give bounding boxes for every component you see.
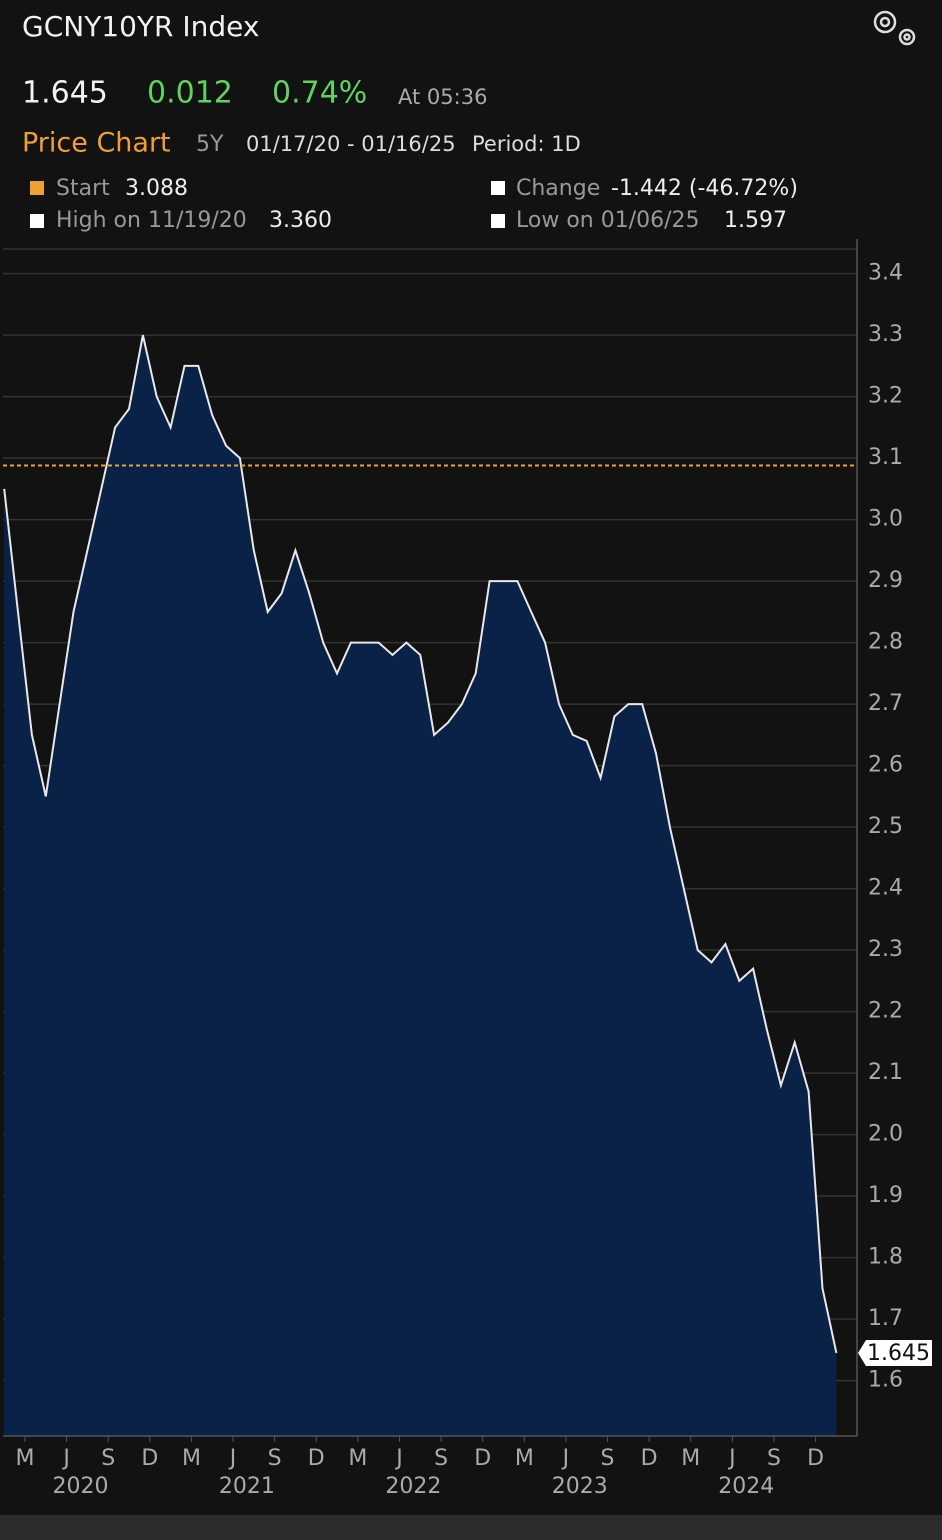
x-tick-label: J xyxy=(561,1446,570,1471)
line xyxy=(3,334,838,1354)
x-tick-label: M xyxy=(348,1446,367,1471)
plot: 1.6 1.7 1.8 1.9 2.0 2.1 2.2 2.3 2.4 2.5 2.6 2.7 2.8 2… xyxy=(3,239,932,1499)
chart-label: Price Chart xyxy=(22,128,171,159)
pct-change: 0.74% xyxy=(272,76,367,111)
x-tick-label: J xyxy=(61,1446,70,1471)
price-tag-label: 1.645 xyxy=(867,1341,930,1366)
y-tick-label: 1.8 xyxy=(868,1245,903,1270)
y-tick-label: 2.2 xyxy=(868,999,903,1024)
time: At 05:36 xyxy=(398,85,487,109)
x-tick-label: M xyxy=(16,1446,35,1471)
x-tick-label: D xyxy=(308,1446,325,1471)
y-tick-label: 1.6 xyxy=(868,1368,903,1393)
price-tag xyxy=(858,1339,932,1366)
last-price: 1.645 xyxy=(22,76,108,111)
legend-swatch xyxy=(491,214,505,228)
x-tick-label: D xyxy=(474,1446,491,1471)
stat-label: High on 11/19/20 xyxy=(56,208,247,233)
y-tick-label: 1.9 xyxy=(868,1183,903,1208)
year-label: 2022 xyxy=(385,1474,441,1499)
x-tick-label: D xyxy=(641,1446,658,1471)
y-tick-label: 2.0 xyxy=(868,1122,903,1147)
stat-label: Low on 01/06/25 xyxy=(516,208,700,233)
bottom-bar xyxy=(0,1515,942,1540)
net-change: 0.012 xyxy=(147,76,233,111)
y-tick-label: 2.7 xyxy=(868,691,903,716)
y-tick-label: 3.3 xyxy=(868,322,903,347)
x-tick-label: S xyxy=(601,1446,615,1471)
y-tick-label: 3.2 xyxy=(868,384,903,409)
x-tick-label: J xyxy=(727,1446,736,1471)
y-tick-label: 3.0 xyxy=(868,507,903,532)
y-tick-label: 2.9 xyxy=(868,568,903,593)
x-tick-label: M xyxy=(182,1446,201,1471)
legend-swatch xyxy=(30,214,44,228)
x-tick-label: M xyxy=(515,1446,534,1471)
legend-swatch xyxy=(491,181,505,195)
stat-label: Change xyxy=(516,176,600,201)
x-tick-label: D xyxy=(807,1446,824,1471)
year-label: 2020 xyxy=(52,1474,108,1499)
y-tick-label: 2.1 xyxy=(868,1060,903,1085)
title: GCNY10YR Index xyxy=(22,10,259,43)
y-tick-label: 2.3 xyxy=(868,937,903,962)
y-tick-label: 2.6 xyxy=(868,753,903,778)
period: Period: 1D xyxy=(472,132,581,156)
y-tick-label: 3.1 xyxy=(868,445,903,470)
year-label: 2021 xyxy=(219,1474,275,1499)
stat-value: 1.597 xyxy=(724,208,787,233)
stat-value: -1.442 (-46.72%) xyxy=(611,176,798,201)
x-tick-label: S xyxy=(434,1446,448,1471)
year-label: 2023 xyxy=(552,1474,608,1499)
stat-value: 3.088 xyxy=(125,176,188,201)
y-tick-label: 3.4 xyxy=(868,261,903,286)
y-tick-label: 2.4 xyxy=(868,876,903,901)
x-tick-label: D xyxy=(141,1446,158,1471)
x-tick-label: S xyxy=(767,1446,781,1471)
x-tick-label: M xyxy=(681,1446,700,1471)
stat-label: Start xyxy=(56,176,110,201)
stat-value: 3.360 xyxy=(269,208,332,233)
x-tick-label: S xyxy=(101,1446,115,1471)
y-tick-label: 2.8 xyxy=(868,630,903,655)
legend-swatch xyxy=(30,181,44,195)
settings-icon[interactable] xyxy=(873,10,916,46)
area xyxy=(4,335,837,1437)
dates: 01/17/20 - 01/16/25 xyxy=(246,132,456,156)
x-tick-label: S xyxy=(268,1446,282,1471)
y-tick-label: 1.7 xyxy=(868,1306,903,1331)
year-label: 2024 xyxy=(718,1474,774,1499)
range[interactable]: 5Y xyxy=(196,132,224,157)
y-tick-label: 2.5 xyxy=(868,814,903,839)
x-tick-label: J xyxy=(228,1446,237,1471)
x-tick-label: J xyxy=(394,1446,403,1471)
